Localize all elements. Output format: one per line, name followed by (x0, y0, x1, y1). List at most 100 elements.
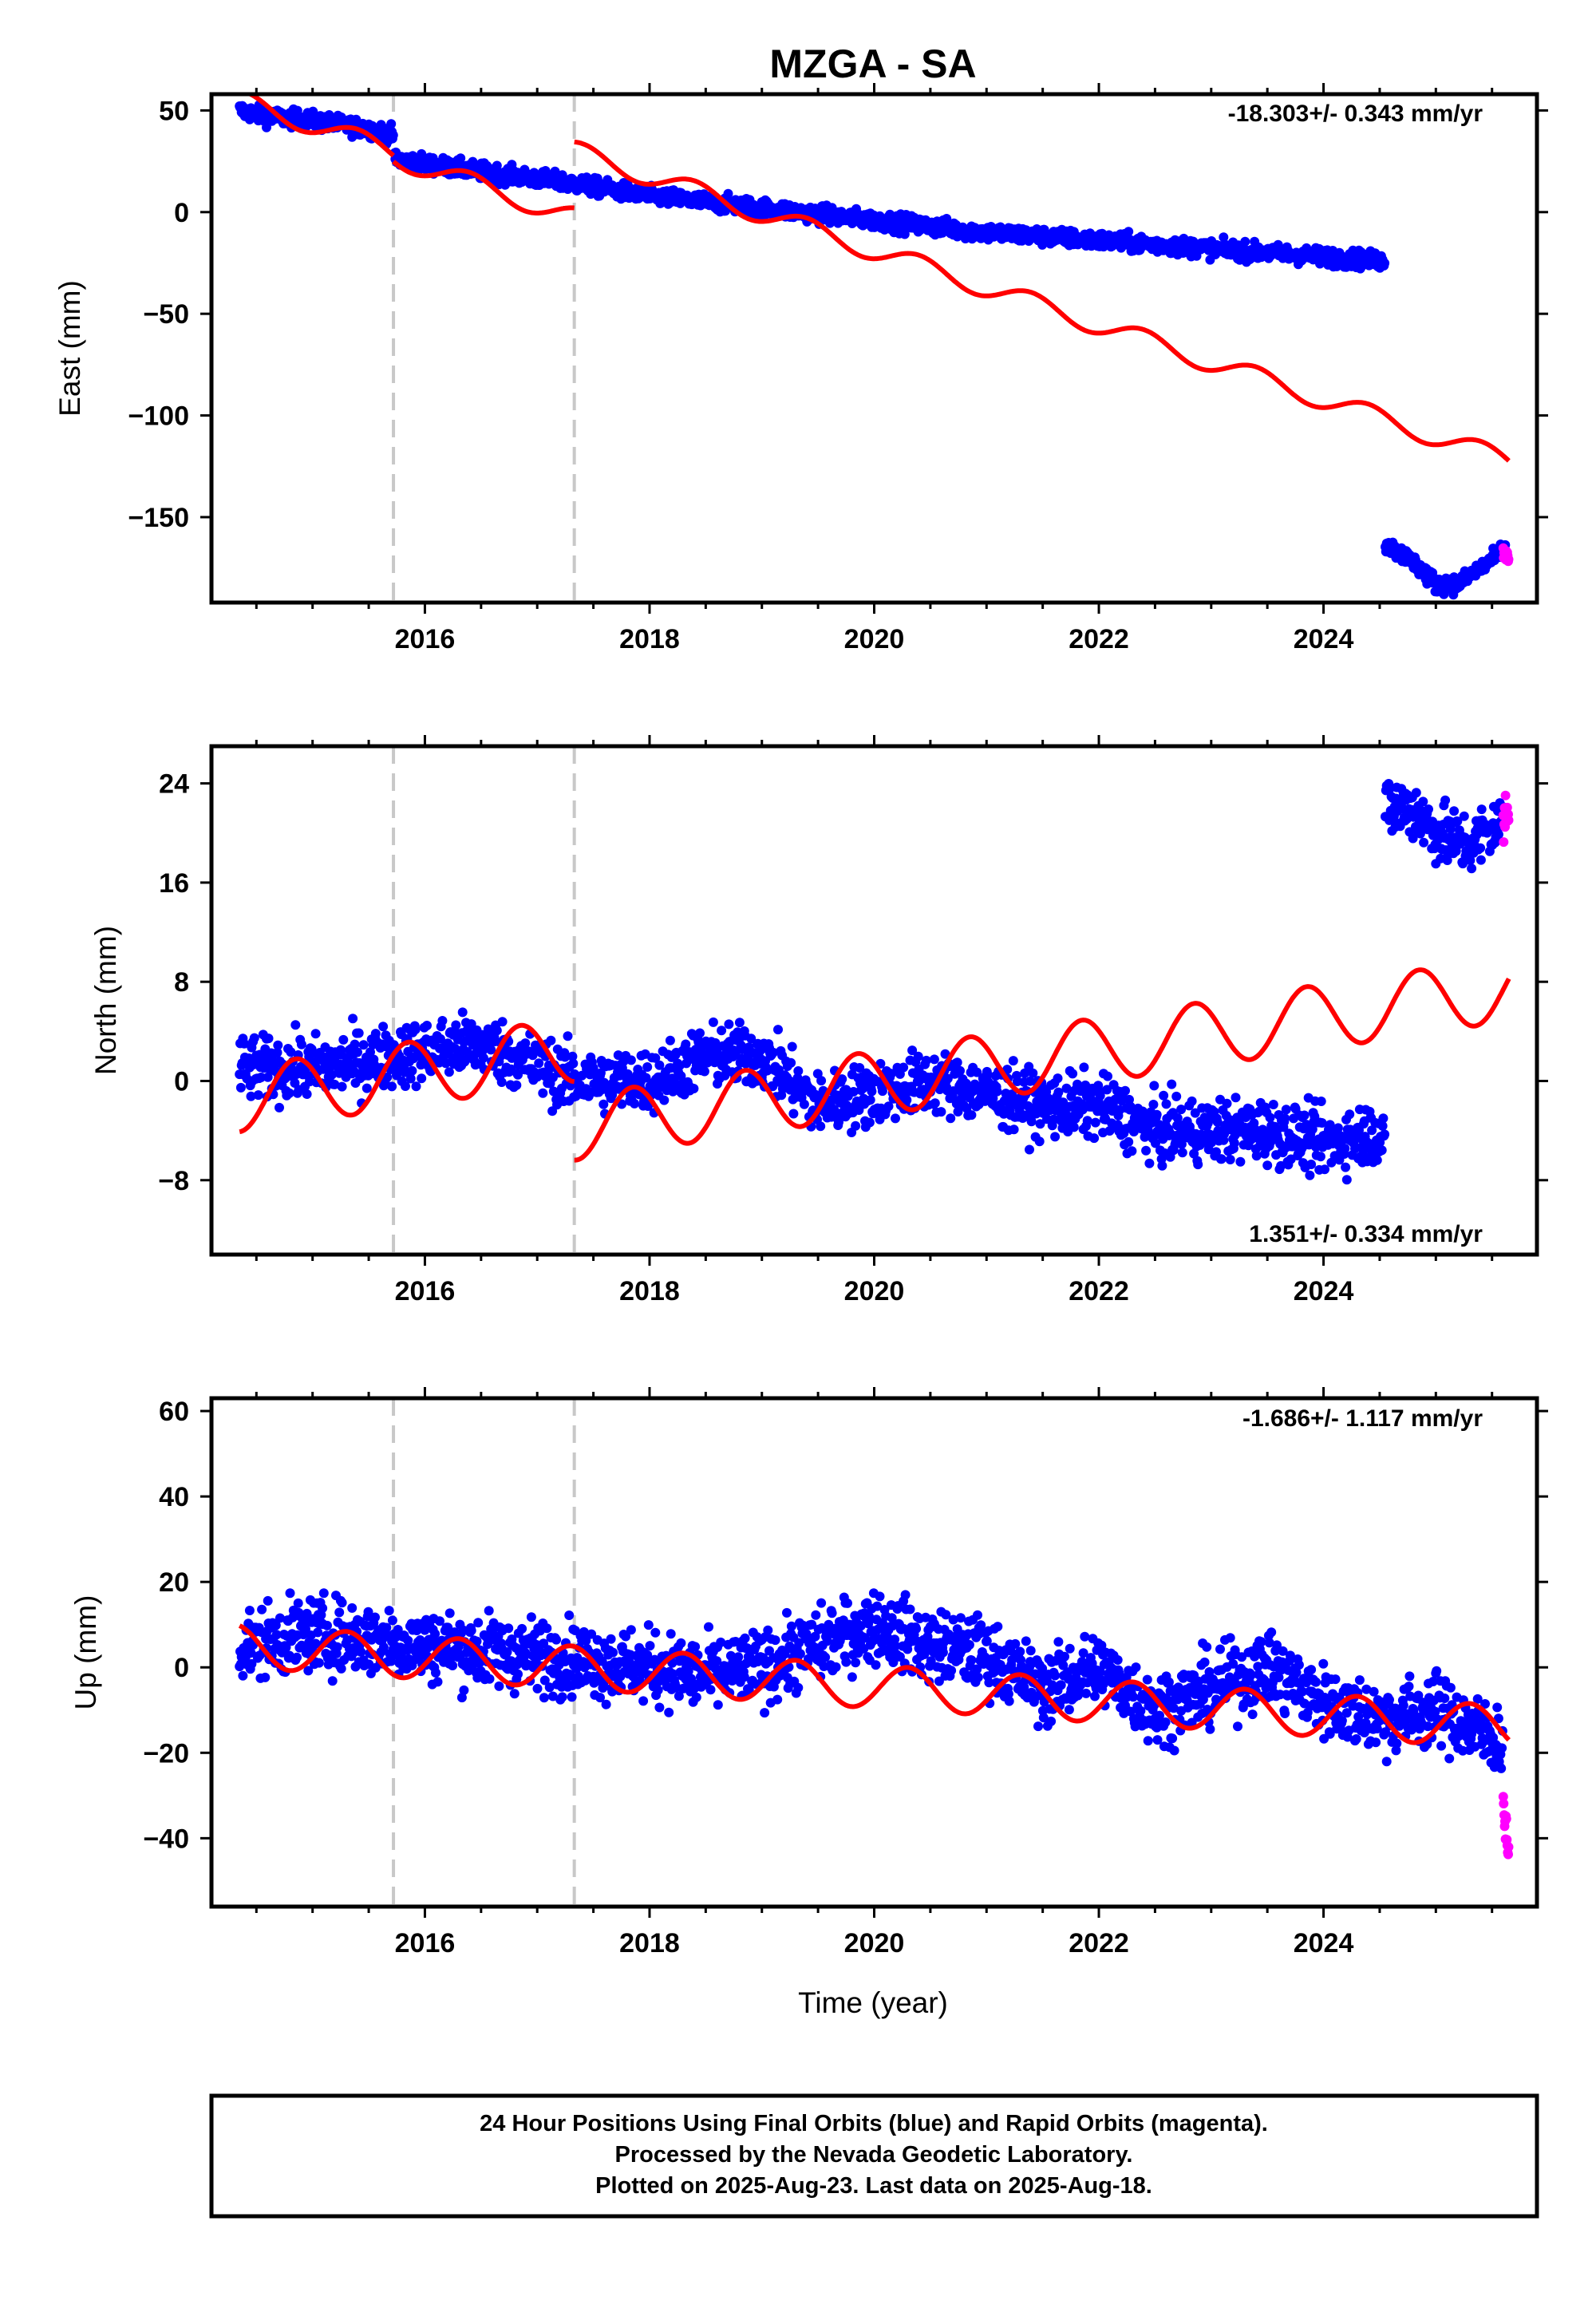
final-point (1440, 795, 1451, 805)
final-point (1341, 1162, 1351, 1172)
final-point (1465, 856, 1476, 866)
final-point (247, 1658, 257, 1669)
final-point (638, 1696, 649, 1706)
final-point (513, 1069, 523, 1080)
final-point (763, 1625, 773, 1635)
final-point (940, 1049, 950, 1059)
final-point (235, 1082, 246, 1093)
final-point (1316, 1097, 1326, 1106)
final-point (613, 1050, 623, 1061)
final-point (526, 1612, 536, 1622)
final-point (1050, 1132, 1061, 1142)
final-point (770, 1635, 780, 1646)
final-point (365, 1047, 375, 1057)
final-point (504, 1623, 514, 1634)
final-point (1103, 1071, 1112, 1081)
y-tick-label: 24 (159, 769, 189, 800)
final-point (860, 1633, 870, 1643)
final-point (249, 1033, 259, 1043)
final-point (1476, 804, 1487, 815)
final-point (816, 1598, 827, 1608)
final-point (926, 1656, 936, 1666)
final-point (292, 1652, 302, 1662)
final-point (492, 1026, 502, 1036)
final-point (435, 1616, 444, 1626)
final-point (1459, 811, 1469, 821)
final-point (286, 1047, 296, 1057)
final-point (1268, 1100, 1278, 1109)
final-point (1341, 1175, 1352, 1185)
final-point (740, 1633, 750, 1643)
final-point (1008, 1056, 1018, 1066)
final-point (337, 1598, 347, 1608)
final-point (1079, 1062, 1089, 1073)
final-point (486, 1045, 496, 1055)
final-point (318, 1588, 329, 1599)
final-point (1225, 1155, 1235, 1164)
final-point (841, 1657, 851, 1667)
final-point (272, 1047, 282, 1057)
final-point (1102, 1085, 1112, 1095)
final-point (1377, 1145, 1387, 1156)
final-point (448, 1661, 458, 1670)
final-point (1089, 1133, 1100, 1144)
final-point (327, 1676, 338, 1686)
final-point (1240, 236, 1250, 247)
final-point (281, 1642, 291, 1653)
final-point (1305, 1170, 1315, 1180)
final-point (645, 1641, 655, 1651)
final-point (1187, 1096, 1197, 1106)
final-point (902, 1095, 912, 1105)
final-point (273, 1040, 283, 1050)
final-point (430, 1629, 440, 1639)
final-point (557, 1692, 567, 1702)
final-point (865, 1095, 875, 1105)
final-point (626, 1055, 636, 1065)
final-point (929, 1054, 939, 1065)
final-point (466, 1019, 476, 1030)
final-point (686, 1674, 697, 1684)
final-point (1211, 1147, 1221, 1157)
final-point (378, 1022, 389, 1032)
final-point (478, 1053, 488, 1063)
final-point (310, 1029, 321, 1039)
final-point (1144, 1158, 1155, 1168)
final-point (459, 1685, 469, 1695)
final-point (292, 105, 302, 116)
final-point (370, 1612, 380, 1622)
final-point (539, 1675, 550, 1686)
final-point (1419, 837, 1429, 848)
final-point (363, 1607, 373, 1617)
model-curve-segment-1 (239, 1022, 575, 1135)
rapid-point (1500, 790, 1511, 800)
final-point (942, 1073, 953, 1084)
final-point (1229, 1138, 1239, 1148)
final-point (1124, 1136, 1134, 1147)
final-point (650, 1053, 661, 1063)
final-point (303, 1666, 314, 1676)
final-point (705, 1685, 716, 1695)
y-tick-label: 0 (174, 1066, 189, 1097)
x-tick-label: 2016 (395, 1276, 456, 1306)
final-point (271, 1620, 281, 1630)
y-tick-label: −50 (143, 299, 189, 330)
final-point (863, 1618, 874, 1629)
final-point (1193, 1160, 1203, 1170)
final-point (494, 1681, 504, 1691)
final-point (946, 1113, 956, 1124)
final-point (941, 1610, 951, 1620)
final-point (851, 1120, 861, 1131)
final-point (820, 1652, 831, 1662)
final-point (532, 1683, 543, 1694)
final-point (260, 1672, 271, 1682)
final-point (520, 1648, 531, 1658)
final-point (643, 1620, 654, 1630)
final-point (246, 1648, 256, 1658)
final-point (664, 1707, 674, 1717)
rapid-point (1503, 554, 1514, 564)
final-point (811, 1610, 821, 1620)
final-point (456, 153, 466, 164)
final-point (322, 1620, 332, 1630)
